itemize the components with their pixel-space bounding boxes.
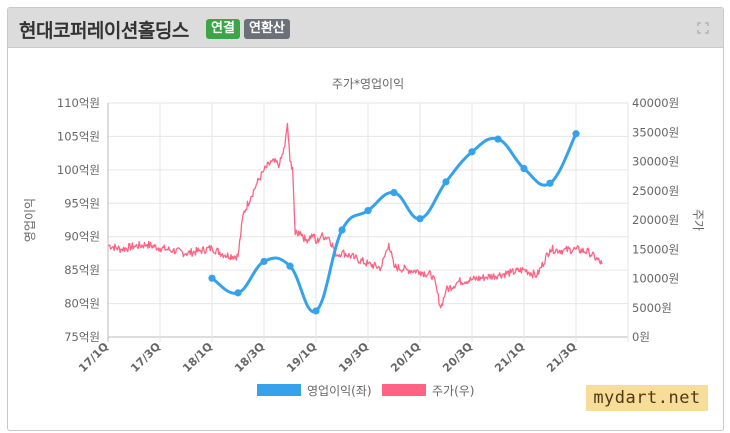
x-tick-label: 21/3Q bbox=[544, 340, 579, 375]
y-left-tick-label: 75억원 bbox=[64, 330, 100, 344]
y-axis-right-label: 주가 bbox=[691, 209, 705, 231]
y-right-tick-label: 15000원 bbox=[632, 242, 679, 256]
x-tick-label: 17/3Q bbox=[128, 340, 163, 375]
data-point[interactable] bbox=[286, 262, 294, 270]
data-point[interactable] bbox=[494, 135, 502, 143]
panel-header: 현대코퍼레이션홀딩스 연결 연환산 bbox=[8, 8, 723, 48]
series-line-stock-price bbox=[107, 122, 603, 309]
data-point[interactable] bbox=[234, 289, 242, 297]
badge-annualized[interactable]: 연환산 bbox=[244, 19, 290, 39]
y-left-tick-label: 100억원 bbox=[57, 163, 100, 177]
y-left-tick-label: 80억원 bbox=[64, 297, 100, 311]
x-tick-label: 20/1Q bbox=[388, 340, 423, 375]
x-tick-label: 18/1Q bbox=[180, 340, 215, 375]
data-point[interactable] bbox=[338, 226, 346, 234]
y-left-tick-label: 105억원 bbox=[57, 129, 100, 143]
x-tick-label: 20/3Q bbox=[440, 340, 475, 375]
data-point[interactable] bbox=[390, 188, 398, 197]
legend-swatch[interactable] bbox=[257, 384, 301, 396]
chart-title: 주가*영업이익 bbox=[332, 77, 404, 91]
expand-icon[interactable] bbox=[697, 22, 709, 34]
watermark: mydart.net bbox=[586, 385, 708, 411]
badge-consolidated[interactable]: 연결 bbox=[206, 19, 240, 39]
grid-lines bbox=[107, 102, 629, 342]
x-axis-ticks: 17/1Q 17/3Q 18/1Q 18/3Q 19/1Q 19/3Q 20/1Q 20/3Q… bbox=[76, 340, 579, 375]
y-axis-left-ticks: 75억원 80억원 85억원 90억원 95억원 100억원 105억원 110억원 bbox=[57, 96, 100, 344]
y-right-tick-label: 10000원 bbox=[632, 272, 679, 286]
series-line-operating-profit bbox=[211, 133, 578, 314]
x-tick-label: 19/1Q bbox=[284, 340, 319, 375]
x-tick-label: 18/3Q bbox=[232, 340, 267, 375]
legend-swatch[interactable] bbox=[382, 384, 426, 396]
y-left-tick-label: 110억원 bbox=[57, 96, 100, 110]
data-point[interactable] bbox=[520, 164, 528, 173]
y-right-tick-label: 30000원 bbox=[632, 155, 679, 169]
legend-label[interactable]: 영업이익(좌) bbox=[307, 384, 372, 398]
x-tick-label: 21/1Q bbox=[492, 340, 527, 375]
x-tick-label: 17/1Q bbox=[76, 340, 111, 375]
data-point[interactable] bbox=[208, 274, 216, 282]
company-name: 현대코퍼레이션홀딩스 bbox=[19, 20, 189, 42]
chart-panel: 현대코퍼레이션홀딩스 연결 연환산 bbox=[7, 7, 724, 431]
y-left-tick-label: 90억원 bbox=[64, 230, 100, 244]
data-point[interactable] bbox=[364, 207, 372, 215]
legend-label[interactable]: 주가(우) bbox=[432, 384, 474, 398]
y-left-tick-label: 85억원 bbox=[64, 263, 100, 277]
y-right-tick-label: 35000원 bbox=[632, 125, 679, 139]
x-tick-label: 19/3Q bbox=[336, 340, 371, 375]
data-point[interactable] bbox=[546, 179, 554, 187]
y-axis-right-ticks: 0원 5000원 10000원 15000원 20000원 25000원 30000원 350… bbox=[632, 96, 679, 344]
series-lines bbox=[107, 122, 603, 315]
data-point[interactable] bbox=[468, 148, 476, 156]
y-axis-left-label: 영업이익 bbox=[23, 198, 37, 242]
y-right-tick-label: 25000원 bbox=[632, 184, 679, 198]
legend: 영업이익(좌) 주가(우) bbox=[257, 384, 474, 398]
data-point[interactable] bbox=[442, 178, 450, 186]
y-right-tick-label: 0원 bbox=[632, 330, 650, 344]
y-right-tick-label: 20000원 bbox=[632, 213, 679, 227]
data-point[interactable] bbox=[312, 307, 320, 315]
data-point[interactable] bbox=[572, 130, 580, 138]
y-right-tick-label: 5000원 bbox=[632, 301, 672, 315]
y-right-tick-label: 40000원 bbox=[632, 96, 679, 110]
y-left-tick-label: 95억원 bbox=[64, 196, 100, 210]
data-point[interactable] bbox=[416, 215, 424, 223]
data-point[interactable] bbox=[260, 257, 268, 266]
